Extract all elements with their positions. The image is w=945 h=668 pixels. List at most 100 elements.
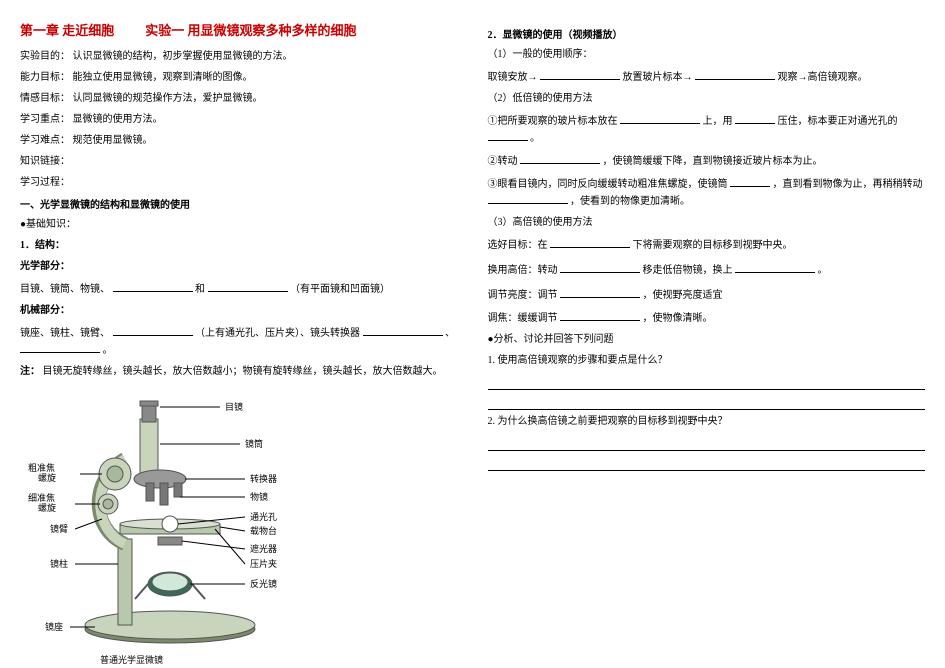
blank-guangxue-2 [208,280,288,292]
text-zhu: 目镜无旋转缘丝，镜头越长，放大倍数越小；物镜有旋转缘丝，镜头越长，放大倍数越大。 [43,366,443,377]
label-nandian: 学习难点： [20,135,70,146]
section1-title: 一、光学显微镜的结构和显微镜的使用 [20,196,458,211]
blank-s33-1 [560,286,640,298]
q1: 1. 使用高倍镜观察的步骤和要点是什么？ [488,353,926,368]
guangxue-t3: （有平面镜和凹面镜） [290,284,390,295]
main-title: 第一章 走近细胞 实验一 用显微镜观察多种多样的细胞 [20,20,458,39]
jixie-t4: 。 [103,345,113,356]
s21b: 上，用 [703,116,733,127]
step2-2: ②转动 ，使镜筒缓缓下降，直到物镜接近玻片标本为止。 [488,152,926,169]
svg-text:物镜: 物镜 [250,491,268,502]
step3-label: （3）高倍镜的使用方法 [488,215,926,230]
svg-text:通光孔: 通光孔 [250,511,277,522]
line-qinggan: 情感目标： 认同显微镜的规范操作方法，爱护显微镜。 [20,91,458,106]
step3-1: 选好目标：在 下将需要观察的目标移到视野中央。 [488,236,926,253]
line-nandian: 学习难点： 规范使用显微镜。 [20,133,458,148]
step3-3: 调节亮度：调节 ，使视野亮度适宜 [488,286,926,303]
blank-s32-2 [735,261,815,273]
svg-text:螺旋: 螺旋 [38,502,56,513]
step2-1: ①把所要观察的玻片标本放在 上，用 压住，标本要正对通光孔的 。 [488,112,926,146]
s32a: 换用高倍：转动 [488,265,558,276]
answer-line-2b [488,455,926,471]
s33b: ，使视野亮度适宜 [643,290,723,301]
s34b: ，使物像清晰。 [643,313,713,324]
answer-line-1b [488,394,926,410]
blank-s21-3 [488,129,528,141]
s23a: ③眼看目镜内，同时反向缓缓转动粗准焦螺旋，使镜筒 [488,179,728,190]
svg-text:螺旋: 螺旋 [38,472,56,483]
line-guocheng: 学习过程： [20,175,458,190]
line-zhu: 注： 目镜无旋转缘丝，镜头越长，放大倍数越小；物镜有旋转缘丝，镜头越长，放大倍数… [20,364,458,379]
step1-t2: 放置玻片标本→ [623,72,693,83]
line-shiyanmudi: 实验目的： 认识显微镜的结构，初步掌握使用显微镜的方法。 [20,49,458,64]
svg-text:镜筒: 镜筒 [245,438,263,449]
label-jiegou: 1．结构： [20,238,458,253]
section2-title: 2．显微镜的使用（视频播放） [488,26,926,41]
s23b: ，直到看到物像为止，再稍稍转动 [773,179,923,190]
microscope-diagram: 粗准焦 螺旋 细准焦 螺旋 镜臂 镜柱 镜座 目镜 镜筒 转换器 物镜 通光孔 … [20,389,458,666]
label-zhu: 注： [20,366,40,377]
s34a: 调焦：缓缓调节 [488,313,558,324]
svg-text:细准焦: 细准焦 [28,492,55,503]
s21a: ①把所要观察的玻片标本放在 [488,116,618,127]
answer-line-2a [488,435,926,451]
text-zhongdian: 显微镜的使用方法。 [73,114,163,125]
step1-label: （1）一般的使用顺序： [488,47,926,62]
guangxue-t2: 和 [195,284,205,295]
step1-t1: 取镜安放→ [488,72,538,83]
microscope-caption: 普通光学显微镜 [100,653,458,666]
svg-text:粗准焦: 粗准焦 [28,462,55,473]
experiment-title: 实验一 用显微镜观察多种多样的细胞 [145,23,356,38]
label-guangxue: 光学部分： [20,259,458,274]
blank-jixie-3 [20,341,100,353]
svg-text:镜柱: 镜柱 [50,558,68,569]
s31b: 下将需要观察的目标移到视野中央。 [633,240,793,251]
label-shiyanmudi: 实验目的： [20,51,70,62]
step1-t3: 观察→高倍镜观察。 [778,72,868,83]
label-qinggan: 情感目标： [20,93,70,104]
text-nandian: 规范使用显微镜。 [73,135,153,146]
svg-text:转换器: 转换器 [250,473,277,484]
blank-jixie-1 [113,324,193,336]
label-nengli: 能力目标： [20,72,70,83]
svg-text:遮光器: 遮光器 [250,543,277,554]
s22b: ，使镜筒缓缓下降，直到物镜接近玻片标本为止。 [603,156,823,167]
blank-s23-2 [488,192,568,204]
line-zhongdian: 学习重点： 显微镜的使用方法。 [20,112,458,127]
chapter-title: 第一章 走近细胞 [20,23,114,38]
blank-s1-1 [540,68,620,80]
s21d: 。 [530,133,540,144]
blank-s34-1 [560,309,640,321]
line-lianjie: 知识链接： [20,154,458,169]
label-lianjie: 知识链接： [20,156,70,167]
blank-jixie-2 [363,324,443,336]
right-column: 2．显微镜的使用（视频播放） （1）一般的使用顺序： 取镜安放→ 放置玻片标本→… [488,20,926,648]
blank-guangxue-1 [113,280,193,292]
svg-text:反光镜: 反光镜 [250,578,277,589]
guangxue-t1: 目镜、镜筒、物镜、 [20,284,110,295]
blank-s21-2 [735,112,775,124]
step3-2: 换用高倍：转动 移走低倍物镜，换上 。 [488,261,926,278]
s22a: ②转动 [488,156,518,167]
svg-text:压片夹: 压片夹 [250,558,277,569]
s32c: 。 [818,265,828,276]
s23c: ，使看到的物像更加清晰。 [570,196,690,207]
svg-text:目镜: 目镜 [225,401,243,412]
s31a: 选好目标：在 [488,240,548,251]
s33a: 调节亮度：调节 [488,290,558,301]
step2-3: ③眼看目镜内，同时反向缓缓转动粗准焦螺旋，使镜筒 ，直到看到物像为止，再稍稍转动… [488,175,926,209]
s21c: 压住，标本要正对通光孔的 [778,116,898,127]
label-zhongdian: 学习重点： [20,114,70,125]
left-column: 第一章 走近细胞 实验一 用显微镜观察多种多样的细胞 实验目的： 认识显微镜的结… [20,20,458,648]
blank-s23-1 [730,175,770,187]
line-nengli: 能力目标： 能独立使用显微镜，观察到清晰的图像。 [20,70,458,85]
line-jixie-content: 镜座、镜柱、镜臂、 （上有通光孔、压片夹）、镜头转换器 、 。 [20,324,458,358]
svg-text:镜座: 镜座 [45,621,63,632]
blank-s21-1 [620,112,700,124]
q2: 2. 为什么换高倍镜之前要把观察的目标移到视野中央？ [488,414,926,429]
jixie-t2: （上有通光孔、压片夹）、镜头转换器 [195,328,360,339]
step1-content: 取镜安放→ 放置玻片标本→ 观察→高倍镜观察。 [488,68,926,85]
label-jixie: 机械部分： [20,303,458,318]
blank-s31-1 [550,236,630,248]
svg-text:镜臂: 镜臂 [50,523,68,534]
